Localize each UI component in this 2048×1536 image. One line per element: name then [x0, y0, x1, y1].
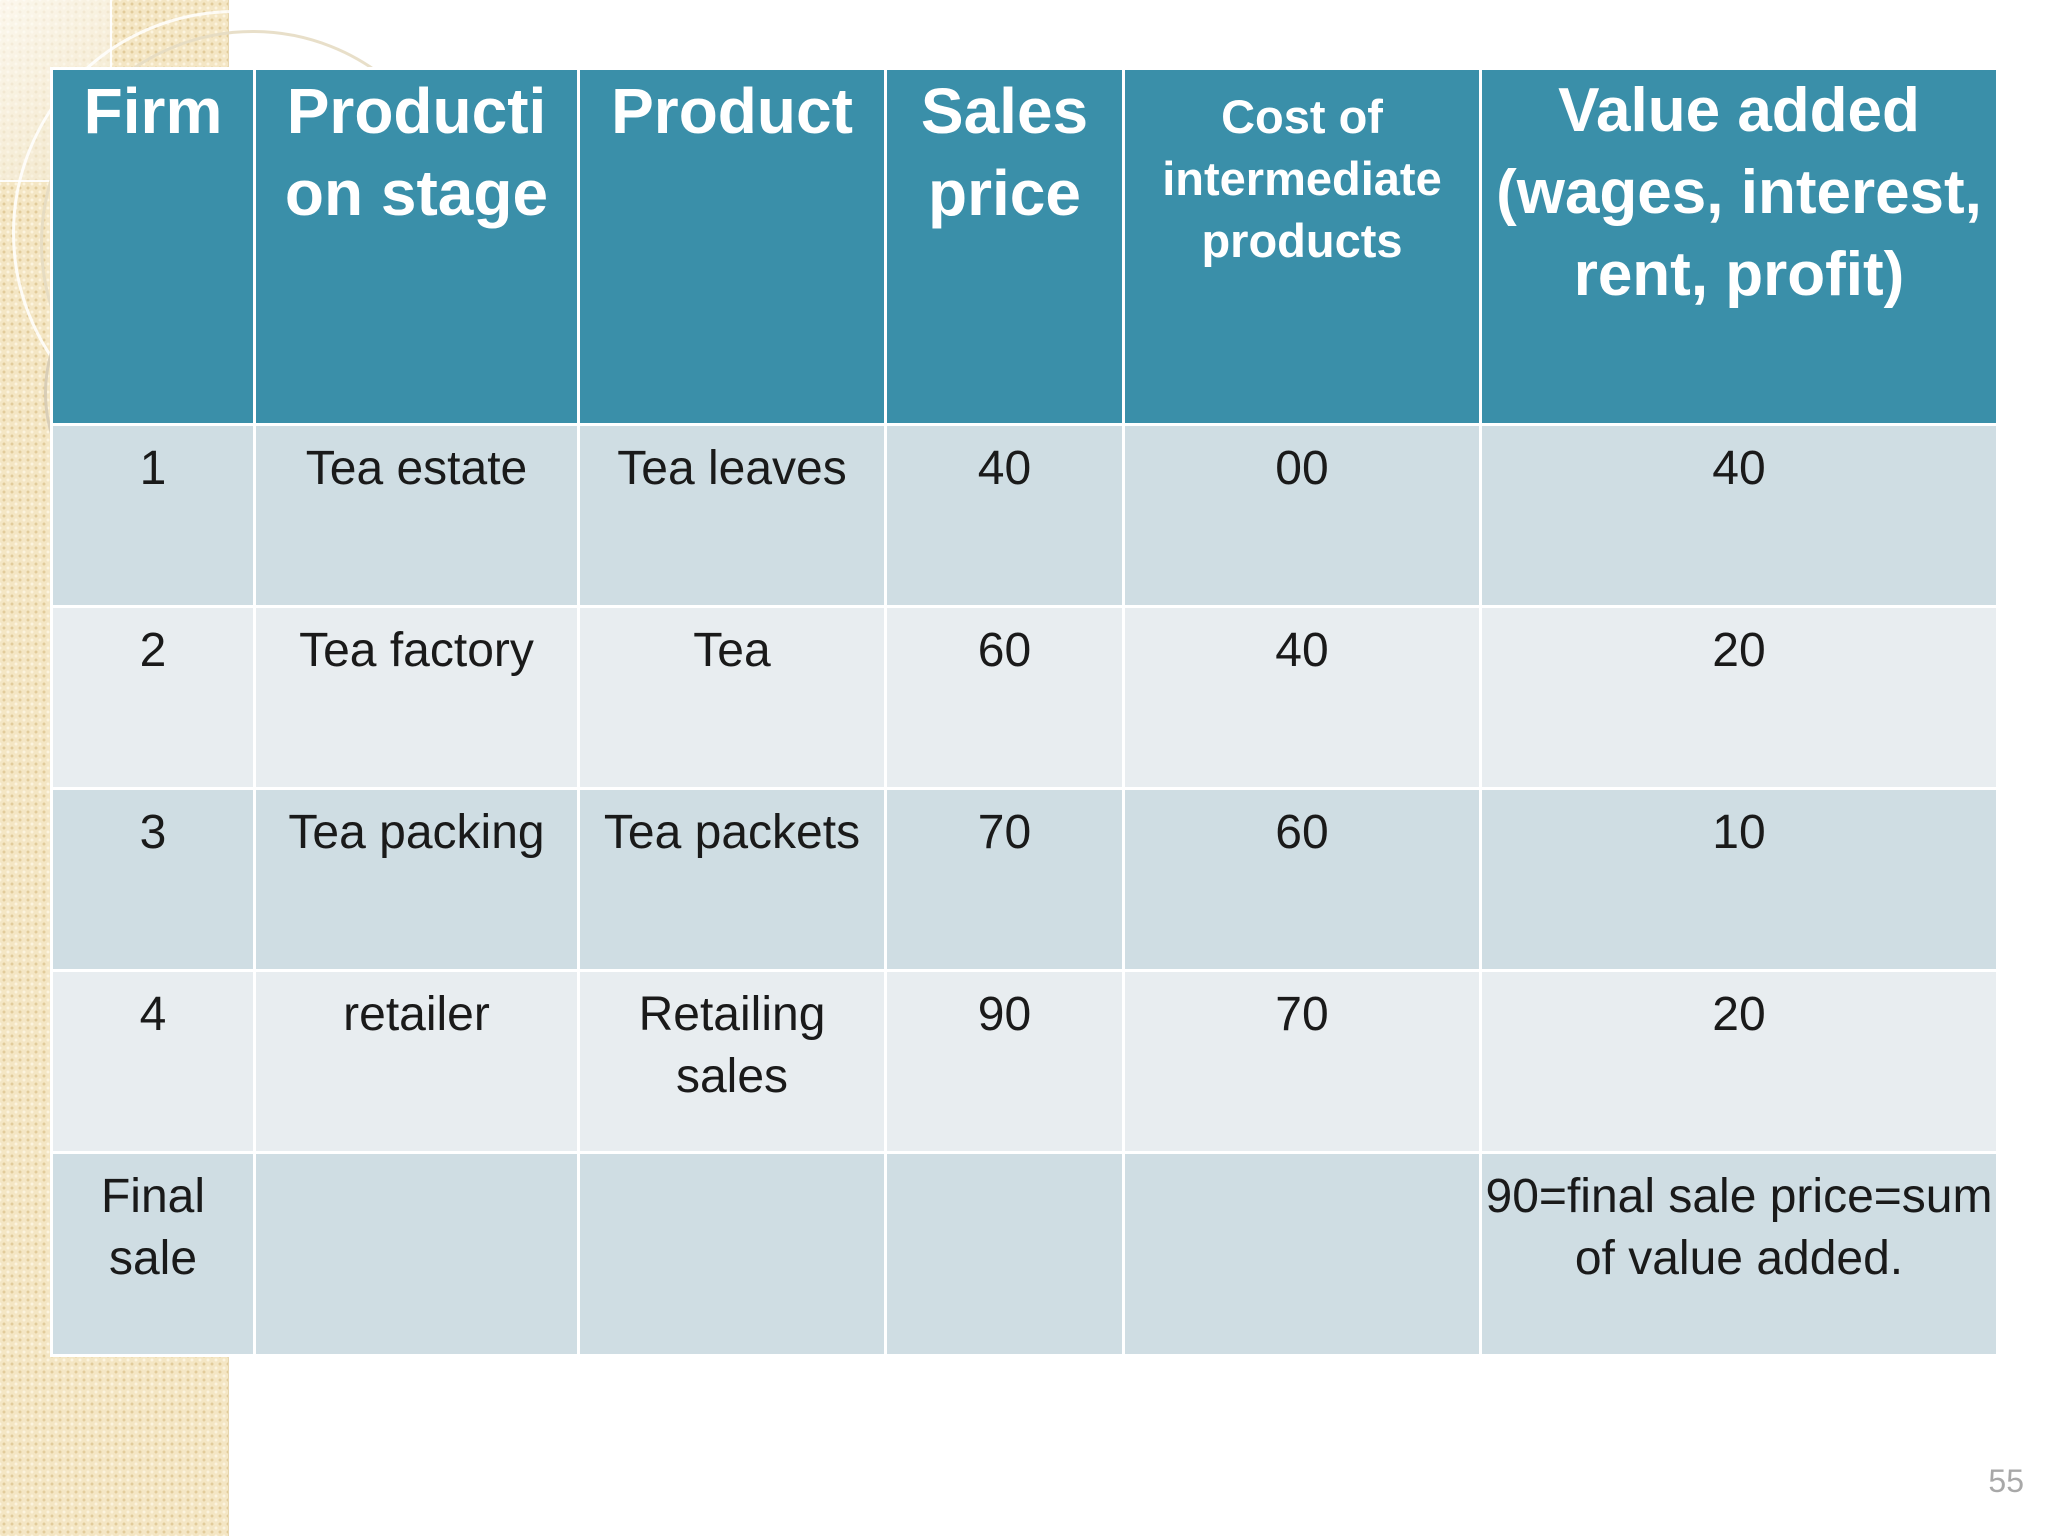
value-added-table: Firm Producti on stage Product Sales pri… [50, 67, 1999, 1357]
cell-firm: 1 [50, 423, 256, 608]
cell-firm: 3 [50, 787, 256, 972]
cell-product: Tea leaves [577, 423, 887, 608]
header-production-stage: Producti on stage [253, 67, 580, 426]
table-row: Final sale 90=final sale price=sum of va… [50, 1151, 1999, 1357]
cell-value-added: 20 [1479, 605, 1999, 790]
header-cost-intermediate: Cost of intermediate products [1122, 67, 1482, 426]
slide-number: 55 [1988, 1463, 2024, 1499]
cell-product: Tea packets [577, 787, 887, 972]
header-sales-price: Sales price [884, 67, 1125, 426]
cell-cost-intermediate: 60 [1122, 787, 1482, 972]
cell-firm: Final sale [50, 1151, 256, 1357]
cell-product [577, 1151, 887, 1357]
header-product: Product [577, 67, 887, 426]
cell-sales-price: 70 [884, 787, 1125, 972]
cell-product: Retailing sales [577, 969, 887, 1154]
cell-value-added: 40 [1479, 423, 1999, 608]
cell-value-added: 90=final sale price=sum of value added. [1479, 1151, 1999, 1357]
cell-cost-intermediate: 40 [1122, 605, 1482, 790]
cell-production-stage: Tea factory [253, 605, 580, 790]
cell-sales-price: 60 [884, 605, 1125, 790]
cell-product: Tea [577, 605, 887, 790]
cell-value-added: 10 [1479, 787, 1999, 972]
cell-cost-intermediate: 00 [1122, 423, 1482, 608]
cell-firm: 4 [50, 969, 256, 1154]
cell-production-stage: Tea packing [253, 787, 580, 972]
cell-sales-price [884, 1151, 1125, 1357]
cell-production-stage [253, 1151, 580, 1357]
table-row: 4 retailer Retailing sales 90 70 20 [50, 969, 1999, 1154]
cell-sales-price: 90 [884, 969, 1125, 1154]
cell-firm: 2 [50, 605, 256, 790]
table-header-row: Firm Producti on stage Product Sales pri… [50, 67, 1999, 426]
cell-sales-price: 40 [884, 423, 1125, 608]
cell-cost-intermediate [1122, 1151, 1482, 1357]
table-row: 2 Tea factory Tea 60 40 20 [50, 605, 1999, 790]
table-row: 3 Tea packing Tea packets 70 60 10 [50, 787, 1999, 972]
cell-production-stage: Tea estate [253, 423, 580, 608]
cell-production-stage: retailer [253, 969, 580, 1154]
cell-cost-intermediate: 70 [1122, 969, 1482, 1154]
cell-value-added: 20 [1479, 969, 1999, 1154]
header-firm: Firm [50, 67, 256, 426]
header-value-added: Value added (wages, interest, rent, prof… [1479, 67, 1999, 426]
table-row: 1 Tea estate Tea leaves 40 00 40 [50, 423, 1999, 608]
